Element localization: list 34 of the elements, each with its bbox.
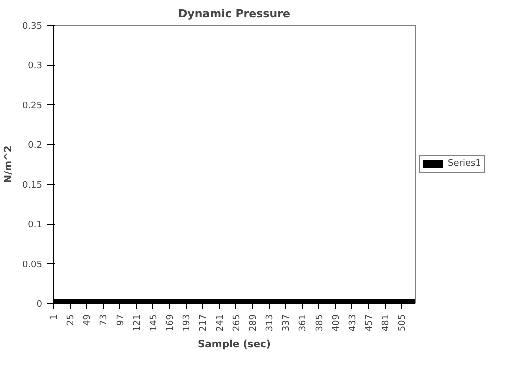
x-tick-label: 241 (216, 314, 226, 332)
y-axis-title: N/m^2 (3, 146, 14, 184)
x-tick-label: 481 (382, 314, 392, 332)
x-tick-label: 121 (132, 314, 143, 332)
x-tick-label: 73 (100, 314, 110, 326)
x-tick-label: 457 (365, 314, 376, 332)
x-tick-label: 433 (348, 314, 358, 332)
x-axis-title: Sample (sec) (198, 340, 272, 351)
x-tick-label: 217 (199, 314, 210, 332)
x-tick-label: 409 (332, 314, 342, 332)
y-tick-label: 0.1 (28, 220, 43, 231)
legend-label: Series1 (448, 159, 482, 169)
x-tick-label: 289 (248, 314, 259, 332)
x-tick-label: 1 (50, 314, 60, 320)
x-tick-label: 145 (149, 314, 160, 332)
x-tick-label: 49 (83, 314, 94, 326)
x-tick-label: 505 (398, 314, 408, 332)
chart-title: Dynamic Pressure (178, 8, 290, 20)
y-tick-label: 0.15 (22, 180, 43, 191)
y-tick-label: 0 (36, 300, 43, 310)
x-tick-label: 97 (116, 314, 126, 326)
x-tick-label: 337 (282, 314, 292, 332)
x-tick-label: 361 (298, 314, 309, 332)
y-tick-label: 0.3 (28, 62, 43, 72)
x-tick-label: 265 (232, 314, 242, 332)
x-tick-label: 313 (266, 314, 276, 332)
y-tick-label: 0.35 (22, 22, 43, 32)
y-tick-label: 0.25 (22, 101, 43, 112)
x-tick-label: 193 (182, 314, 193, 332)
x-tick-label: 169 (166, 314, 176, 332)
x-tick-label: 385 (315, 314, 326, 332)
y-tick-label: 0.2 (28, 141, 43, 152)
y-tick-label: 0.05 (22, 260, 43, 270)
x-tick-label: 25 (66, 314, 77, 326)
